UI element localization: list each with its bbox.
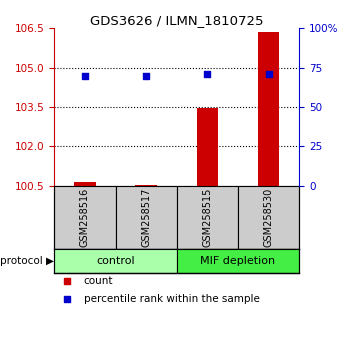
Text: GSM258530: GSM258530 <box>264 188 274 247</box>
Bar <box>258 32 279 185</box>
Bar <box>177 185 238 249</box>
Text: control: control <box>96 256 135 266</box>
Point <box>143 73 149 78</box>
Bar <box>177 249 299 273</box>
Text: GSM258516: GSM258516 <box>80 188 90 247</box>
Bar <box>74 182 96 185</box>
Bar <box>54 185 116 249</box>
Text: GSM258517: GSM258517 <box>141 187 151 247</box>
Point <box>82 73 88 78</box>
Point <box>266 71 271 77</box>
Title: GDS3626 / ILMN_1810725: GDS3626 / ILMN_1810725 <box>90 14 264 27</box>
Text: GSM258515: GSM258515 <box>202 187 212 247</box>
Bar <box>54 249 177 273</box>
Text: protocol ▶: protocol ▶ <box>0 256 54 266</box>
Point <box>64 278 69 284</box>
Point <box>64 296 69 302</box>
Bar <box>197 108 218 185</box>
Bar <box>238 185 299 249</box>
Text: MIF depletion: MIF depletion <box>201 256 275 266</box>
Text: percentile rank within the sample: percentile rank within the sample <box>84 294 260 304</box>
Point <box>205 71 210 77</box>
Bar <box>116 185 177 249</box>
Text: count: count <box>84 276 113 286</box>
